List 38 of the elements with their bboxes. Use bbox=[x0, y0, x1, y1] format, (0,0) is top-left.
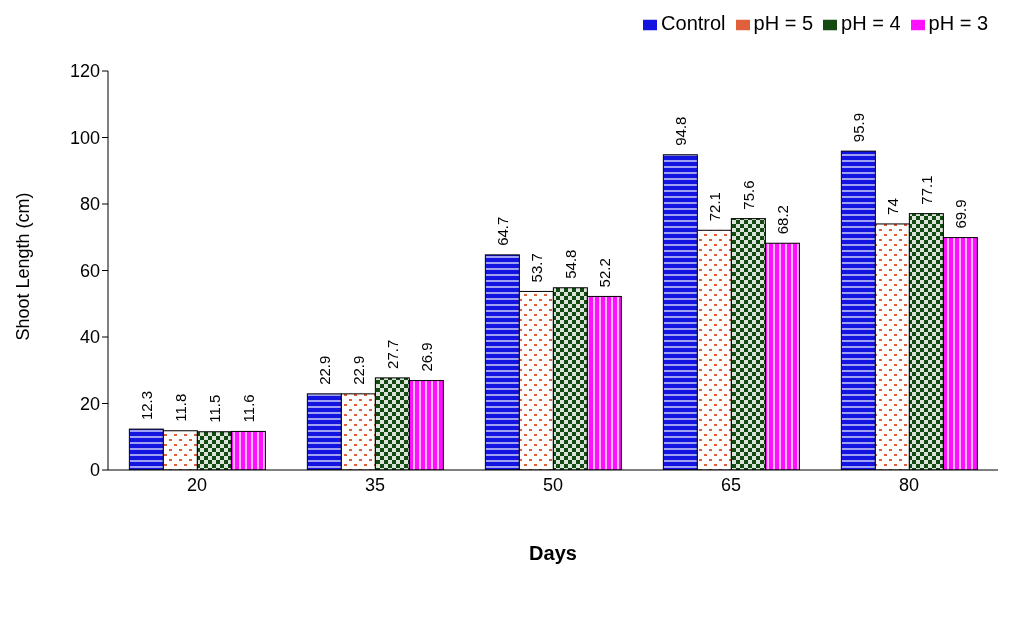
y-tick-label: 120 bbox=[69, 61, 100, 82]
data-label: 77.1 bbox=[918, 175, 936, 205]
x-tick-label: 35 bbox=[364, 474, 386, 495]
y-tick-label: 100 bbox=[69, 127, 100, 148]
x-tick-label: 65 bbox=[720, 474, 742, 495]
data-label: 53.7 bbox=[528, 253, 546, 283]
x-tick-label: 20 bbox=[186, 474, 208, 495]
data-label: 11.5 bbox=[206, 394, 224, 423]
legend-label: Control bbox=[661, 12, 726, 34]
data-label: 12.3 bbox=[138, 390, 156, 421]
data-label: 68.2 bbox=[774, 205, 792, 235]
x-tick-label: 80 bbox=[898, 474, 920, 495]
data-label: 22.9 bbox=[350, 355, 368, 385]
x-axis-title: Days bbox=[529, 542, 577, 564]
data-label: 54.8 bbox=[562, 249, 580, 279]
data-label: 27.7 bbox=[384, 339, 402, 369]
data-label: 74 bbox=[884, 198, 902, 215]
y-tick-label: 20 bbox=[79, 393, 100, 414]
data-label: 95.9 bbox=[850, 112, 868, 143]
y-axis-title: Shoot Length (cm) bbox=[13, 192, 34, 341]
y-tick-label: 60 bbox=[79, 260, 100, 281]
data-label: 11.6 bbox=[240, 394, 258, 423]
y-tick-label: 40 bbox=[79, 327, 100, 348]
data-label: 94.8 bbox=[672, 116, 690, 146]
data-label: 26.9 bbox=[418, 342, 436, 372]
data-label: 64.7 bbox=[494, 216, 512, 246]
legend-label: pH = 3 bbox=[928, 12, 988, 34]
x-tick-label: 50 bbox=[542, 474, 564, 495]
data-label: 11.8 bbox=[172, 393, 190, 422]
legend-label: pH = 4 bbox=[841, 12, 901, 34]
data-label: 69.9 bbox=[952, 199, 970, 229]
legend-label: pH = 5 bbox=[753, 12, 814, 34]
data-label: 52.2 bbox=[596, 258, 614, 288]
data-label: 75.6 bbox=[740, 180, 758, 210]
y-tick-label: 80 bbox=[79, 194, 100, 215]
data-label: 22.9 bbox=[316, 355, 334, 385]
data-label: 72.1 bbox=[706, 192, 724, 222]
y-tick-label: 0 bbox=[89, 460, 100, 481]
